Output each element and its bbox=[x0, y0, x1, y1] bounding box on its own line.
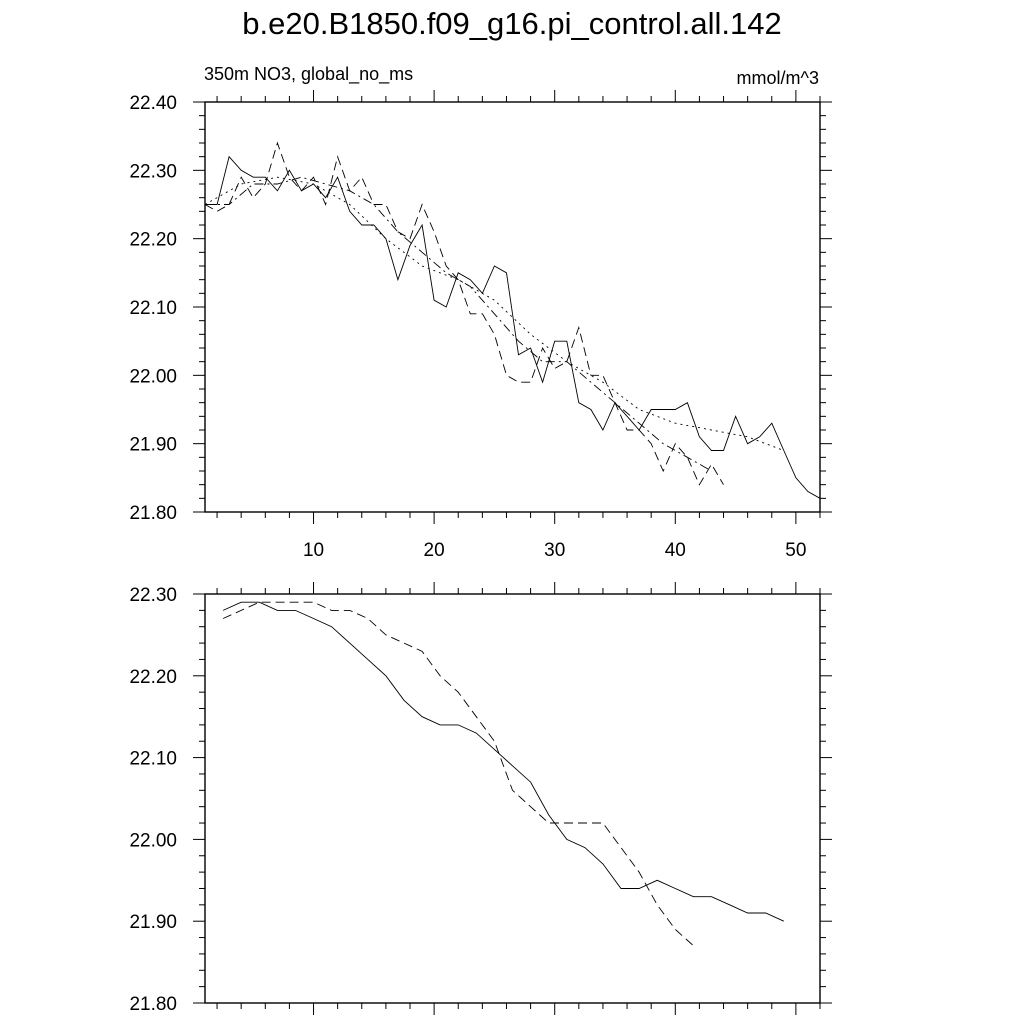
y-tick-label: 22.20 bbox=[129, 230, 177, 251]
y-tick-label: 22.40 bbox=[129, 93, 177, 114]
series-line-dotted bbox=[204, 176, 784, 451]
x-tick-label: 50 bbox=[785, 540, 806, 561]
series-line-dashed bbox=[204, 141, 724, 486]
top-panel: 10 20 30 40 50 21.80 21.90 22.00 22.10 22.20 22.30… bbox=[129, 90, 832, 561]
y-tick-label: 22.20 bbox=[129, 667, 177, 688]
y-tick-label: 22.10 bbox=[129, 298, 177, 319]
x-tick-label: 40 bbox=[665, 540, 686, 561]
series-line-dash-dot bbox=[205, 176, 712, 472]
x-tick-label: 10 bbox=[303, 540, 324, 561]
bottom-panel: 21.80 21.90 22.00 22.10 22.20 22.30 bbox=[129, 582, 832, 1015]
series-line-solid bbox=[222, 601, 784, 922]
y-tick-label: 21.80 bbox=[129, 503, 177, 524]
y-tick-label: 22.00 bbox=[129, 830, 177, 851]
y-tick-label: 21.80 bbox=[129, 994, 177, 1015]
x-tick-label: 30 bbox=[544, 540, 565, 561]
chart-subtitle-variable: 350m NO3, global_no_ms bbox=[204, 64, 414, 84]
y-tick-label: 22.30 bbox=[129, 585, 177, 606]
chart-subtitle-units: mmol/m^3 bbox=[736, 68, 819, 88]
y-tick-label: 21.90 bbox=[129, 912, 177, 933]
y-tick-label: 22.10 bbox=[129, 749, 177, 770]
chart-title: b.e20.B1850.f09_g16.pi_control.all.142 bbox=[242, 6, 782, 41]
x-tick-label: 20 bbox=[424, 540, 445, 561]
series-line-solid bbox=[205, 155, 821, 499]
y-tick-label: 22.30 bbox=[129, 161, 177, 182]
series-line-dashed bbox=[222, 601, 694, 947]
y-tick-label: 21.90 bbox=[129, 435, 177, 456]
plot-frame bbox=[204, 101, 821, 513]
plot-frame bbox=[204, 593, 821, 1004]
y-tick-label: 22.00 bbox=[129, 366, 177, 387]
